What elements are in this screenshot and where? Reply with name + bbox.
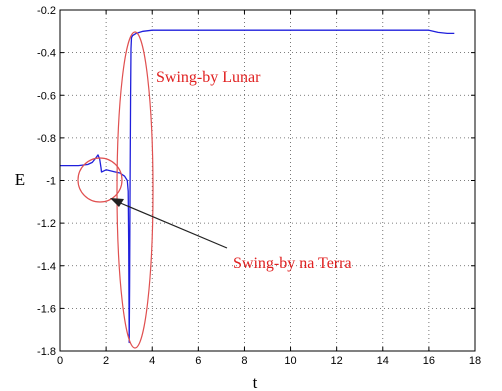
- x-tick-label: 0: [57, 355, 63, 367]
- x-tick-label: 2: [103, 355, 109, 367]
- x-tick-label: 16: [423, 355, 435, 367]
- x-tick-label: 4: [149, 355, 155, 367]
- plot-frame: [59, 9, 476, 352]
- y-tick-label: -1.8: [37, 346, 56, 358]
- x-tick-label: 10: [284, 355, 296, 367]
- x-tick-label: 6: [195, 355, 201, 367]
- x-axis-ticks: 0 2 4 6 8 10 12 14 16 18: [57, 10, 481, 367]
- y-tick-label: -1.2: [37, 218, 56, 230]
- earth-swingby-circle: [77, 157, 123, 203]
- y-axis-ticks: -0.2 -0.4 -0.6 -0.8 -1 -1.2 -1.4 -1.6 -1.8: [37, 5, 475, 358]
- series-layer: [60, 29, 455, 344]
- y-tick-label: -1.4: [37, 261, 56, 273]
- y-tick-label: -0.6: [37, 90, 56, 102]
- annotation-arrow: [117, 201, 228, 249]
- y-tick-label: -1.6: [37, 303, 56, 315]
- annotation-swingby-lunar: Swing-by Lunar: [156, 69, 261, 86]
- x-tick-label: 14: [377, 355, 389, 367]
- lunar-swingby-ellipse: [116, 31, 154, 349]
- y-tick-label: -0.8: [37, 133, 56, 145]
- x-tick-label: 8: [241, 355, 247, 367]
- annotation-swingby-terra: Swing-by na Terra: [233, 255, 352, 272]
- y-tick-label: -1: [46, 176, 56, 188]
- arrowhead-icon: [110, 198, 124, 207]
- grid: [60, 10, 475, 351]
- x-tick-label: 18: [469, 355, 481, 367]
- y-tick-label: -0.4: [37, 48, 56, 60]
- series-line-0: [60, 29, 455, 344]
- y-axis-label: E: [15, 170, 25, 189]
- x-axis-label: t: [253, 373, 258, 391]
- x-tick-label: 12: [331, 355, 343, 367]
- y-tick-label: -0.2: [37, 5, 56, 17]
